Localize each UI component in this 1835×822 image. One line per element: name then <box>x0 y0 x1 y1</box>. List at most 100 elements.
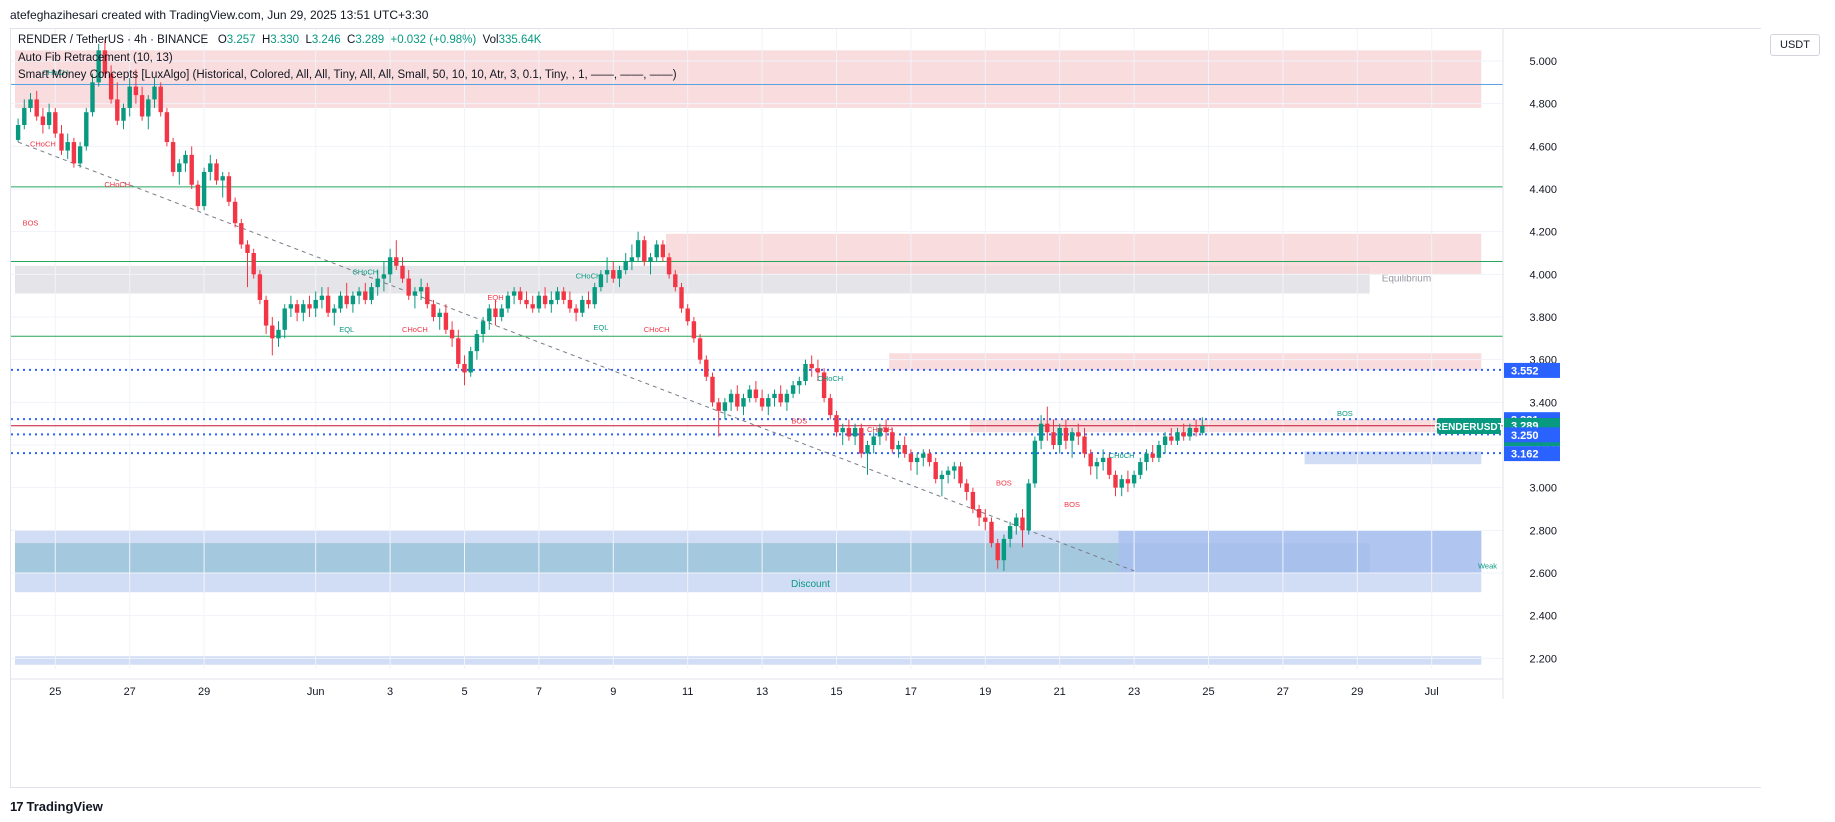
price-tick-label: 2.800 <box>1529 525 1557 537</box>
candle <box>487 304 492 330</box>
candle <box>65 133 70 160</box>
candle <box>77 142 83 168</box>
indicator-fib-legend[interactable]: Auto Fib Retracement (10, 13) <box>18 52 173 64</box>
candle-body <box>1200 426 1205 433</box>
candle-body <box>617 270 622 279</box>
candle <box>976 504 982 527</box>
time-tick-label: 3 <box>387 686 393 698</box>
time-tick-label: 15 <box>830 686 842 698</box>
candle-body <box>753 389 759 399</box>
zone-bottom-band <box>15 656 1482 665</box>
candle-body <box>406 278 411 296</box>
candle-body <box>226 176 232 202</box>
currency-selector[interactable]: USDT <box>1770 34 1820 56</box>
zone-demand-current <box>1304 451 1482 465</box>
candle <box>239 218 244 249</box>
candle <box>1113 470 1118 497</box>
candle-body <box>28 99 33 108</box>
price-labels: 3.5523.321RENDERUSDT3.28901:39:003.2503.… <box>1434 362 1560 462</box>
candle <box>356 287 362 305</box>
candle <box>722 398 728 420</box>
tradingview-logo[interactable]: 17 TradingView <box>10 796 103 816</box>
candle-body <box>697 338 703 360</box>
candle <box>96 43 101 87</box>
price-tick-label: 2.200 <box>1529 653 1557 665</box>
candle <box>505 291 511 313</box>
candle <box>276 321 281 347</box>
candle-body <box>400 265 405 279</box>
candle <box>338 291 343 313</box>
candle-body <box>660 244 666 258</box>
price-chart[interactable]: EquilibriumDiscountCHoCHCHoCHCHoCHBOSCHo… <box>11 29 1835 787</box>
candle <box>859 423 864 458</box>
chart-area[interactable]: Equilibrium Discount CHoCH CHoCH CHoCH BOS CHo… <box>10 28 1761 788</box>
price-tick-label: 4.000 <box>1529 269 1557 281</box>
candle-body <box>716 402 721 411</box>
candle-body <box>1156 445 1162 458</box>
annotations-layer: CHoCH CHoCH CHoCH BOS CHoCH EQH CHoCH EQL CHoCH E… <box>23 68 1498 571</box>
candle <box>1107 453 1112 480</box>
candle <box>1020 509 1025 548</box>
candle-body <box>648 257 653 262</box>
time-tick-label: 7 <box>536 686 542 698</box>
smc-label: Weak <box>1478 562 1497 571</box>
candle-body <box>152 86 157 100</box>
candle-body <box>1082 436 1087 454</box>
candle <box>1038 415 1044 450</box>
candle <box>437 308 442 330</box>
candle <box>1007 521 1013 548</box>
indicator-smc-legend[interactable]: Smart Money Concepts [LuxAlgo] (Historic… <box>18 69 677 81</box>
candle-body <box>908 453 914 463</box>
candle <box>468 346 473 377</box>
candle <box>46 103 52 130</box>
candle <box>220 171 225 198</box>
candle-body <box>728 393 734 403</box>
candle <box>28 93 33 113</box>
candle <box>387 248 393 283</box>
candle-body <box>536 295 542 309</box>
zone-label-equilibrium: Equilibrium <box>1382 274 1431 285</box>
price-tag-text: 3.552 <box>1511 365 1539 377</box>
candle <box>735 385 740 411</box>
price-tick-label: 4.400 <box>1529 184 1557 196</box>
candle <box>350 291 356 313</box>
close-value: 3.289 <box>355 34 385 46</box>
candle <box>208 154 213 181</box>
candle-body <box>1162 436 1168 445</box>
candle <box>753 381 759 403</box>
candle-body <box>598 274 604 288</box>
smc-label: CHoCH <box>1109 451 1135 460</box>
candle-body <box>704 359 709 377</box>
candle-body <box>493 308 498 317</box>
candle-body <box>239 223 244 245</box>
candle <box>1051 419 1056 450</box>
smc-label: BOS <box>1064 500 1080 509</box>
candle <box>22 99 27 130</box>
candle-body <box>319 295 325 300</box>
candle <box>1150 445 1155 463</box>
high-value: 3.330 <box>270 34 300 46</box>
candle-body <box>933 462 938 480</box>
candle-body <box>487 308 492 322</box>
candle-body <box>276 329 281 339</box>
candle <box>480 317 486 343</box>
header-bar: atefeghazihesari created with TradingVie… <box>0 0 1835 28</box>
candle <box>741 393 746 416</box>
candle-body <box>177 163 182 172</box>
candle <box>270 317 275 356</box>
candle <box>598 270 604 292</box>
candle <box>1094 457 1100 480</box>
candle <box>456 329 461 369</box>
candle <box>828 393 833 420</box>
symbol-price-tag-text: RENDERUSDT <box>1434 422 1503 433</box>
candle <box>394 240 399 271</box>
candle-body <box>890 432 895 450</box>
candle-body <box>797 381 802 386</box>
candle <box>518 287 523 305</box>
time-tick-label: 11 <box>682 686 693 698</box>
candle <box>412 287 418 309</box>
symbol-name[interactable]: RENDER / TetherUS · 4h · BINANCE <box>18 34 209 46</box>
candle-body <box>164 112 170 143</box>
smc-label: BOS <box>791 417 807 426</box>
candle <box>406 270 411 300</box>
